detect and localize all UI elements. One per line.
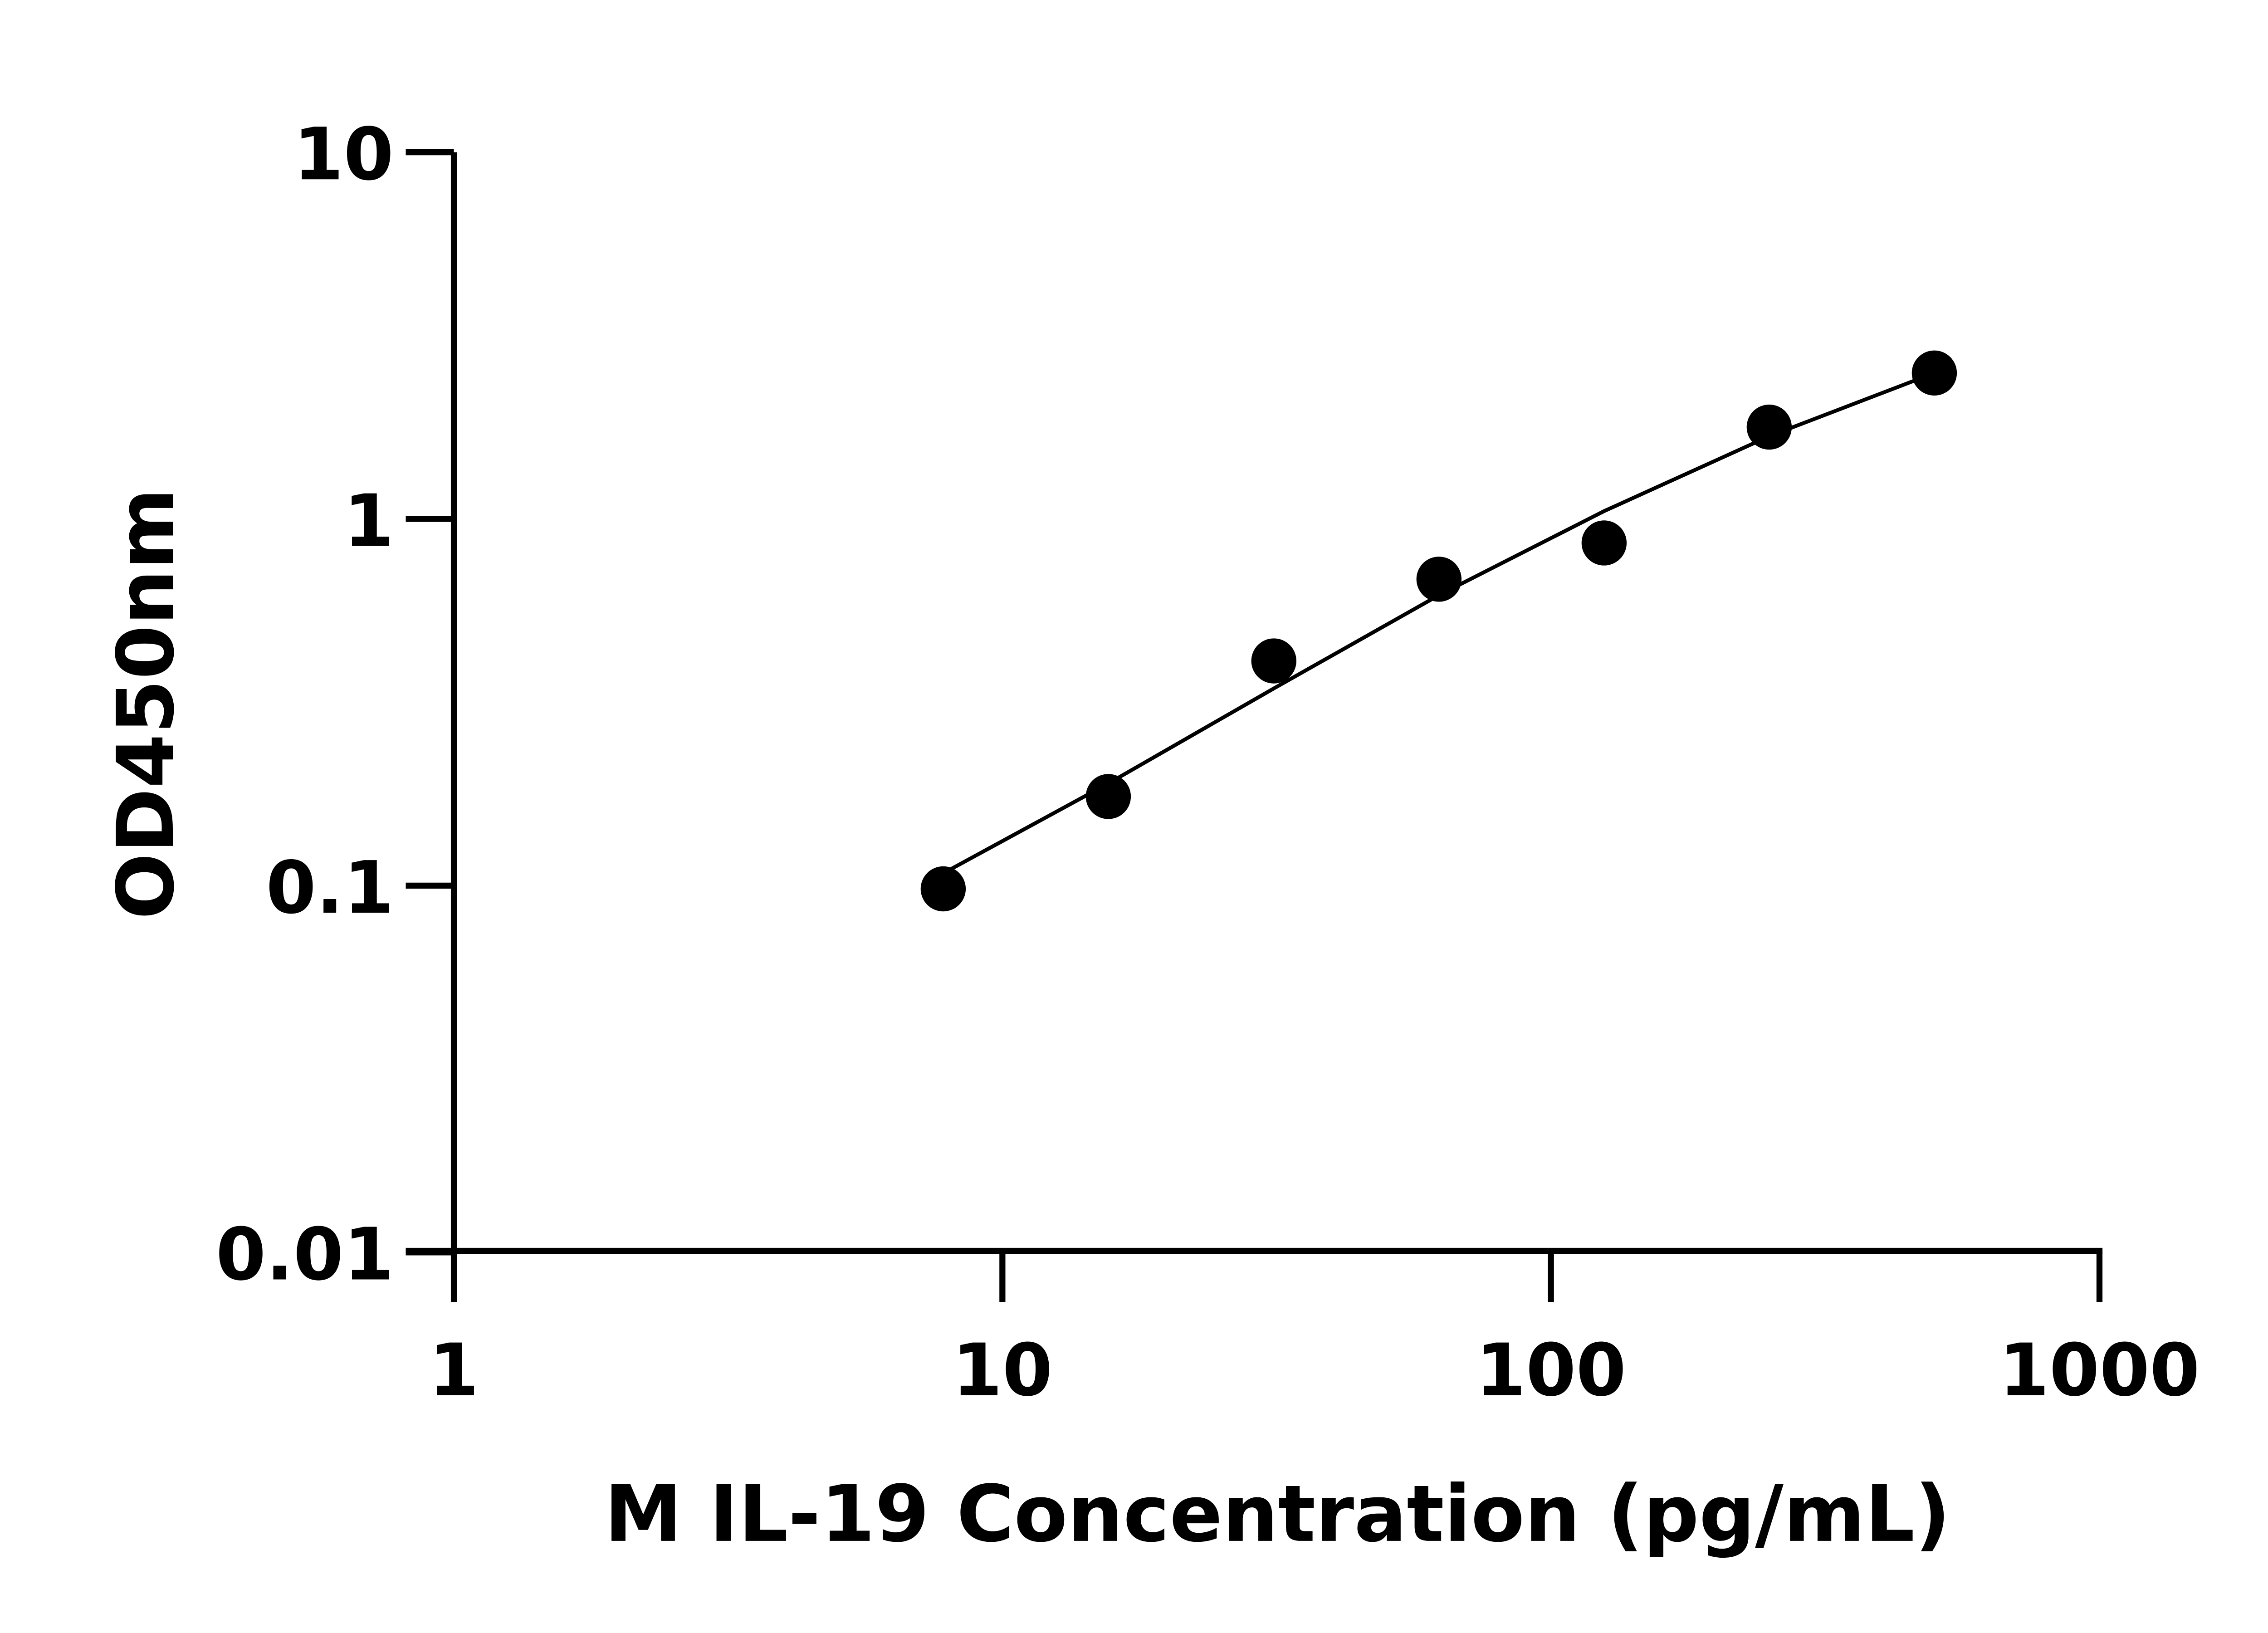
x-tick-label: 10	[952, 1328, 1052, 1413]
x-tick-label: 1	[429, 1328, 479, 1413]
data-point	[1085, 774, 1131, 819]
y-ticks: 0.01 0.1 1 10	[216, 112, 454, 1296]
axes	[406, 152, 2103, 1254]
x-tick-label: 1000	[1999, 1328, 2200, 1413]
data-point	[1581, 520, 1627, 566]
y-axis-label: OD450nm	[100, 488, 191, 919]
y-tick-label: 10	[293, 112, 394, 196]
y-tick-label: 1	[343, 479, 394, 563]
y-tick-label: 0.1	[266, 846, 394, 930]
data-point	[920, 866, 966, 912]
data-point	[1746, 404, 1792, 450]
x-tick-label: 100	[1476, 1328, 1626, 1413]
x-axis-label: M IL-19 Concentration (pg/mL)	[604, 1468, 1950, 1560]
data-points	[920, 350, 1957, 912]
data-point	[1251, 638, 1296, 684]
y-tick-label: 0.01	[216, 1212, 394, 1296]
data-point	[1416, 557, 1462, 602]
data-point	[1911, 350, 1957, 396]
x-ticks: 1 10 100 1000	[429, 1251, 2200, 1413]
